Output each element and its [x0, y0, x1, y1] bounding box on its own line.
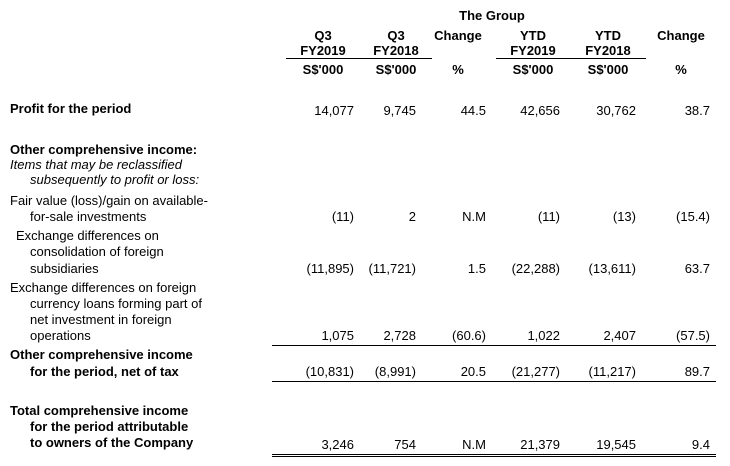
exch-consol-label-line3: subsidiaries: [30, 261, 99, 276]
subtotal-rule-bottom: [272, 381, 716, 382]
col-change-ytd-unit: %: [675, 62, 687, 77]
profit-ytd-fy2019: 42,656: [520, 103, 560, 118]
col-ytd-fy2018-unit: S$'000: [587, 62, 629, 77]
col-q3-fy2018-line1: Q3: [387, 28, 405, 43]
items-note-line2: subsequently to profit or loss:: [30, 172, 200, 187]
oci-heading: Other comprehensive income:: [10, 142, 198, 157]
total-q3-fy2019: 3,246: [321, 437, 354, 452]
total-label-line1: Total comprehensive income: [10, 403, 189, 418]
oci-net-label-line2: for the period, net of tax: [30, 364, 179, 379]
exch-consol-q3-fy2018: (11,721): [368, 261, 416, 276]
exch-loans-label-line1: Exchange differences on foreign: [10, 280, 197, 295]
header-rule-q3-fy2018: [360, 58, 432, 59]
col-ytd-fy2018-line2: FY2018: [585, 43, 631, 58]
exch-consol-change-ytd: 63.7: [684, 261, 710, 276]
col-ytd-fy2019-line1: YTD: [520, 28, 546, 43]
oci-net-change-q3: 20.5: [460, 364, 486, 379]
oci-net-change-ytd: 89.7: [684, 364, 710, 379]
exch-loans-label-line4: operations: [30, 328, 91, 343]
col-change-q3-unit: %: [452, 62, 464, 77]
col-ytd-fy2019-line2: FY2019: [510, 43, 556, 58]
total-change-ytd: 9.4: [691, 437, 710, 452]
fair-value-change-ytd: (15.4): [676, 209, 710, 224]
fair-value-change-q3: N.M: [462, 209, 486, 224]
total-ytd-fy2018: 19,545: [596, 437, 636, 452]
exch-loans-q3-fy2019: 1,075: [321, 328, 354, 343]
fair-value-q3-fy2019: (11): [331, 209, 354, 224]
subtotal-rule-top: [272, 345, 716, 346]
total-q3-fy2018: 754: [394, 437, 416, 452]
exch-loans-label-line3: net investment in foreign: [30, 312, 172, 327]
col-change-q3-line1: Change: [434, 28, 482, 43]
exch-consol-change-q3: 1.5: [467, 261, 486, 276]
total-label-line2: for the period attributable: [30, 419, 189, 434]
col-q3-fy2018-unit: S$'000: [375, 62, 417, 77]
col-q3-fy2018-line2: FY2018: [373, 43, 419, 58]
exch-loans-label-line2: currency loans forming part of: [30, 296, 202, 311]
exch-loans-q3-fy2018: 2,728: [383, 328, 416, 343]
exch-loans-ytd-fy2018: 2,407: [603, 328, 636, 343]
profit-ytd-fy2018: 30,762: [596, 103, 636, 118]
group-title: The Group: [459, 8, 525, 23]
exch-consol-ytd-fy2018: (13,611): [588, 261, 636, 276]
profit-q3-fy2018: 9,745: [383, 103, 416, 118]
fair-value-ytd-fy2019: (11): [537, 209, 560, 224]
header-rule-ytd-fy2019: [496, 58, 570, 59]
exch-loans-change-q3: (60.6): [452, 328, 486, 343]
exch-consol-ytd-fy2019: (22,288): [511, 261, 560, 276]
exch-loans-change-ytd: (57.5): [676, 328, 710, 343]
oci-net-ytd-fy2019: (21,277): [511, 364, 560, 379]
exch-consol-label-line2: consolidation of foreign: [30, 244, 164, 259]
total-double-rule: [272, 454, 716, 457]
exch-consol-q3-fy2019: (11,895): [306, 261, 354, 276]
header-rule-ytd-fy2018: [570, 58, 646, 59]
exch-loans-ytd-fy2019: 1,022: [527, 328, 560, 343]
fair-value-label-line2: for-sale investments: [30, 209, 147, 224]
oci-net-ytd-fy2018: (11,217): [588, 364, 636, 379]
profit-change-ytd: 38.7: [684, 103, 710, 118]
total-ytd-fy2019: 21,379: [520, 437, 560, 452]
total-label-line3: to owners of the Company: [30, 435, 194, 450]
col-ytd-fy2018-line1: YTD: [595, 28, 621, 43]
col-q3-fy2019-line1: Q3: [314, 28, 332, 43]
header-rule-q3-fy2019: [286, 58, 360, 59]
oci-net-label-line1: Other comprehensive income: [10, 347, 193, 362]
exch-consol-label-line1: Exchange differences on: [16, 228, 159, 243]
total-change-q3: N.M: [462, 437, 486, 452]
fair-value-q3-fy2018: 2: [408, 209, 416, 224]
col-q3-fy2019-line2: FY2019: [300, 43, 346, 58]
profit-label: Profit for the period: [10, 101, 132, 116]
oci-net-q3-fy2019: (10,831): [305, 364, 354, 379]
profit-change-q3: 44.5: [460, 103, 486, 118]
profit-q3-fy2019: 14,077: [314, 103, 354, 118]
items-note-line1: Items that may be reclassified: [10, 157, 182, 172]
col-q3-fy2019-unit: S$'000: [302, 62, 344, 77]
col-change-ytd-line1: Change: [657, 28, 705, 43]
fair-value-ytd-fy2018: (13): [612, 209, 636, 224]
fair-value-label-line1: Fair value (loss)/gain on available-: [10, 193, 208, 208]
oci-net-q3-fy2018: (8,991): [374, 364, 416, 379]
col-ytd-fy2019-unit: S$'000: [512, 62, 554, 77]
